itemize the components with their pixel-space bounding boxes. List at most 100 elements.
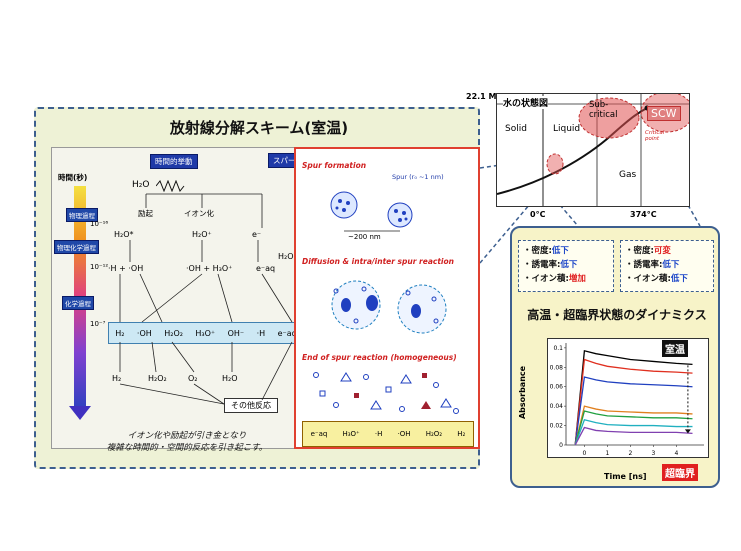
final-h2o: H₂O <box>222 374 238 383</box>
stage-physicochemical: 物理化学過程 <box>54 240 99 254</box>
time-mark-3: 10⁻⁷ <box>90 320 106 328</box>
y-tick-label: 0 <box>559 442 563 449</box>
h2o-source: H₂O <box>132 180 150 190</box>
product-oh: ·OH <box>136 328 152 338</box>
absorbance-chart: 0 0.02 0.04 0.06 0.08 0.1 0 1 2 3 4 <box>550 343 704 457</box>
time-axis-label: 時間(秒) <box>58 173 88 182</box>
species-h2o-cation: H₂O⁺ <box>192 230 212 239</box>
tag-temporal: 時間的挙動 <box>150 154 198 169</box>
radiation-wave-icon <box>156 180 185 192</box>
end-of-spur-label: End of spur reaction (homogeneous) <box>302 353 457 362</box>
diffusion-label: Diffusion & intra/inter spur reaction <box>302 257 454 266</box>
caption-line-1: イオン化や励起が引き金となり <box>127 431 247 441</box>
product-h2: H₂ <box>115 328 125 338</box>
critical-line-1: Critical <box>645 130 665 136</box>
y-tick-label: 0.08 <box>550 364 564 371</box>
homogeneous-distribution <box>313 372 459 414</box>
dynamics-panel: ・密度:低下 ・誘電率:低下 ・イオン積:増加 ・密度:可変 ・誘電率:低下 ・… <box>510 226 720 488</box>
species-h2o-excited: H₂O* <box>114 230 134 239</box>
scw-properties: ・密度:可変 ・誘電率:低下 ・イオン積:低下 <box>620 240 714 292</box>
time-mark-1: 10⁻¹⁶ <box>90 220 109 228</box>
excitation-label: 励起 <box>138 209 153 218</box>
trend-arrow-head <box>684 429 691 434</box>
caption-line-2: 複雑な時間的・空間的反応を引き起こす。 <box>106 443 268 453</box>
phase-title: 水の状態図 <box>503 96 549 109</box>
reaction-arrows <box>119 193 293 405</box>
spur-process-box: Spur formation Spur (r₀ ~1 nm) ~200 nm D… <box>294 147 480 449</box>
species-oh-h3o: ·OH + H₃O⁺ <box>186 264 233 273</box>
stage-physical: 物理過程 <box>66 208 98 222</box>
temp-374c: 374°C <box>630 210 657 219</box>
prop-dielectric-scw: ・誘電率:低下 <box>625 260 680 270</box>
temp-0c: 0°C <box>530 210 546 219</box>
legend-h2: H₂ <box>457 430 466 438</box>
spur-clusters <box>330 191 413 232</box>
x-tick-label: 3 <box>651 450 655 457</box>
prop-ionic-sub: ・イオン積:増加 <box>523 274 586 284</box>
series-line-5 <box>574 418 693 446</box>
species-eaq-1: e⁻aq <box>256 264 276 273</box>
time-mark-2: 10⁻¹² <box>90 263 109 271</box>
prop-dielectric-sub: ・誘電率:低下 <box>523 260 578 270</box>
prop-density-scw: ・密度:可変 <box>625 246 671 256</box>
species-legend-bar: e⁻aq H₃O⁺ ·H ·OH H₂O₂ H₂ <box>302 421 474 447</box>
legend-eaq: e⁻aq <box>310 430 328 438</box>
time-arrow-head <box>69 406 91 420</box>
x-axis-label: Time [ns] <box>604 472 647 481</box>
phase-gas: Gas <box>619 170 637 180</box>
y-tick-label: 0.1 <box>553 345 563 352</box>
legend-h3o: H₃O⁺ <box>342 430 360 438</box>
series-line-3 <box>574 405 693 446</box>
product-h3o: H₃O⁺ <box>195 328 216 338</box>
phase-liquid: Liquid <box>553 124 581 134</box>
subcritical-properties: ・密度:低下 ・誘電率:低下 ・イオン積:増加 <box>518 240 614 292</box>
phase-diagram: 水の状態図 Solid Liquid Sub- critical SCW Cri… <box>496 93 690 207</box>
y-tick-label: 0.04 <box>550 403 564 410</box>
critical-line-2: point <box>645 136 660 142</box>
y-tick-label: 0.02 <box>550 423 564 430</box>
spur-formation-label: Spur formation <box>302 161 367 170</box>
species-h2o-right: H₂O <box>278 252 294 261</box>
legend-oh: ·OH <box>397 430 411 438</box>
prop-ionic-scw: ・イオン積:低下 <box>625 274 688 284</box>
product-oh-anion: OH⁻ <box>227 328 245 338</box>
x-tick-label: 4 <box>674 450 678 457</box>
series-line-0 <box>574 349 693 446</box>
subcritical-line-1: Sub- <box>589 100 609 110</box>
final-h2o2: H₂O₂ <box>148 374 167 383</box>
y-tick-label: 0.06 <box>550 384 564 391</box>
series-line-4 <box>574 410 693 446</box>
pressure-value: 22.1 MPa <box>466 92 508 101</box>
phase-solid: Solid <box>505 124 527 134</box>
other-reactions-box: その他反応 <box>224 398 278 413</box>
y-axis-label: Absorbance <box>518 365 528 420</box>
dynamics-title: 高温・超臨界状態のダイナミクス <box>527 308 707 322</box>
supercritical-label: 超臨界 <box>662 464 698 481</box>
spur-distance-label: ~200 nm <box>348 233 381 241</box>
series-line-1 <box>574 358 693 446</box>
subcritical-line-2: critical <box>589 110 618 120</box>
radiolysis-panel: 放射線分解スキーム(室温) 時間(秒) 時間的挙動 物理過程 物理化学過程 化学… <box>34 107 480 469</box>
species-electron: e⁻ <box>252 230 262 239</box>
x-tick-label: 1 <box>605 450 609 457</box>
stage-chemical: 化学過程 <box>62 296 94 310</box>
x-tick-label: 0 <box>582 450 586 457</box>
diffusion-spurs <box>331 280 447 334</box>
phase-subcritical: Sub- critical <box>589 100 617 120</box>
ionization-label: イオン化 <box>184 209 214 218</box>
reaction-scheme: 時間(秒) 時間的挙動 物理過程 物理化学過程 化学過程 10⁻¹⁶ 10⁻¹²… <box>51 147 309 453</box>
species-h-oh: ·H + ·OH <box>108 264 144 273</box>
product-h: ·H <box>256 328 266 338</box>
prop-density-sub: ・密度:低下 <box>523 246 569 256</box>
spur-size-label: Spur (r₀ ~1 nm) <box>392 173 444 181</box>
critical-point-label: Critical point <box>645 130 664 142</box>
pressure-label: 22.1 MPa <box>466 92 508 101</box>
x-tick-label: 2 <box>628 450 632 457</box>
product-eaq: e⁻aq <box>277 328 297 338</box>
scheme-caption: イオン化や励起が引き金となり 複雑な時間的・空間的反応を引き起こす。 <box>82 430 292 454</box>
series-line-6 <box>574 426 693 446</box>
final-o2: O₂ <box>188 374 198 383</box>
legend-h: ·H <box>374 430 383 438</box>
legend-h2o2: H₂O₂ <box>425 430 443 438</box>
absorbance-plot: 0 0.02 0.04 0.06 0.08 0.1 0 1 2 3 4 <box>547 338 709 458</box>
